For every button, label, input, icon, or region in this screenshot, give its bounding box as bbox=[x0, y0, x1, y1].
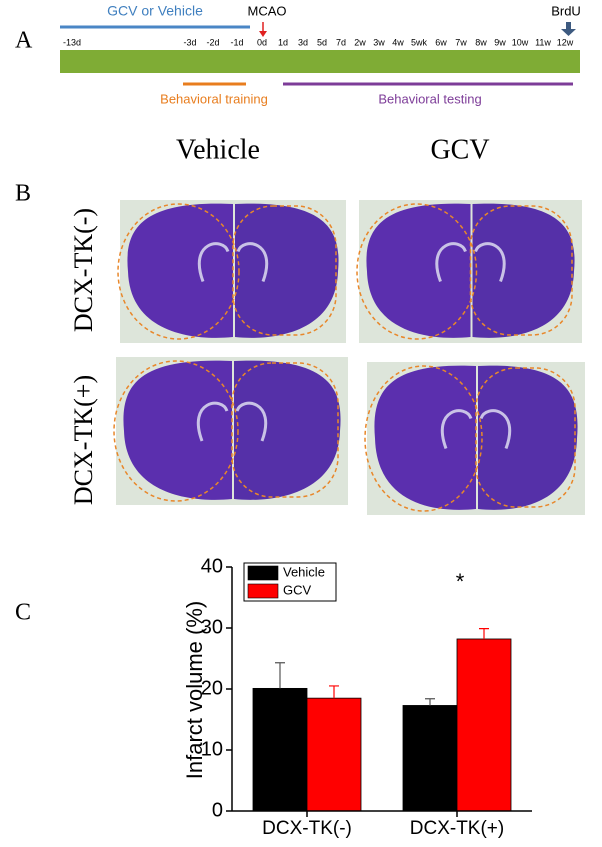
outline bbox=[364, 365, 483, 512]
y-tick-label: 20 bbox=[201, 677, 223, 699]
hemisphere bbox=[366, 203, 471, 338]
timepoint-label: 0d bbox=[257, 37, 267, 47]
ventricle bbox=[236, 242, 269, 283]
bar bbox=[402, 705, 458, 812]
row-label: DCX-TK(-) bbox=[69, 208, 98, 332]
panel-label: A bbox=[15, 28, 33, 54]
legend-label: GCV bbox=[283, 582, 312, 597]
ventricle bbox=[440, 409, 473, 450]
treatment-label: GCV or Vehicle bbox=[107, 3, 203, 19]
outline bbox=[231, 362, 339, 498]
marker-arrow-head bbox=[561, 29, 576, 36]
outline bbox=[117, 203, 240, 340]
hemisphere bbox=[374, 365, 476, 510]
timepoint-label: 12w bbox=[557, 37, 574, 47]
bar bbox=[252, 687, 308, 812]
timepoint-label: -3d bbox=[183, 37, 196, 47]
ventricle bbox=[474, 242, 506, 283]
column-label: Vehicle bbox=[176, 134, 260, 165]
timepoint-label: 2w bbox=[354, 37, 366, 47]
hemisphere bbox=[127, 203, 233, 338]
timepoint-label: 1d bbox=[278, 37, 288, 47]
timepoint-label: 11w bbox=[535, 37, 551, 47]
ventricle bbox=[479, 409, 512, 450]
timepoint-label: 3w bbox=[373, 37, 385, 47]
y-tick-label: 30 bbox=[201, 616, 223, 638]
timepoint-label: -2d bbox=[206, 37, 219, 47]
hemisphere bbox=[235, 203, 339, 338]
marker-label: BrdU bbox=[551, 3, 581, 18]
timepoint-label: 7d bbox=[336, 37, 346, 47]
testing-label: Behavioral testing bbox=[378, 91, 481, 106]
ventricle bbox=[196, 401, 229, 442]
ventricle bbox=[435, 242, 467, 283]
timepoint-label: 5wk bbox=[411, 37, 428, 47]
y-tick-label: 40 bbox=[201, 555, 223, 577]
timepoint-label: 8w bbox=[475, 37, 487, 47]
hemisphere bbox=[472, 203, 575, 338]
legend-swatch bbox=[247, 583, 279, 599]
timepoint-label: -13d bbox=[63, 37, 81, 47]
timepoint-label: 3d bbox=[298, 37, 308, 47]
y-tick-label: 10 bbox=[201, 738, 223, 760]
bar bbox=[456, 638, 512, 812]
error-bar bbox=[329, 685, 339, 699]
timepoint-label: 10w bbox=[512, 37, 529, 47]
ventricle bbox=[197, 242, 230, 283]
panel-label: B bbox=[15, 181, 31, 207]
outline bbox=[356, 203, 478, 340]
timepoint-label: 4w bbox=[392, 37, 404, 47]
hemisphere bbox=[478, 365, 578, 510]
x-tick-label: DCX-TK(+) bbox=[410, 818, 504, 839]
outline bbox=[469, 205, 573, 336]
panel-label: C bbox=[15, 600, 31, 626]
error-bar bbox=[275, 662, 285, 689]
training-label: Behavioral training bbox=[160, 91, 268, 106]
timepoint-label: 7w bbox=[455, 37, 467, 47]
timepoint-label: 5d bbox=[317, 37, 327, 47]
y-tick-label: 0 bbox=[212, 799, 223, 821]
ventricle bbox=[235, 401, 268, 442]
timepoint-label: -1d bbox=[230, 37, 243, 47]
timepoint-label: 6w bbox=[435, 37, 447, 47]
timeline-bar bbox=[60, 50, 580, 73]
event-label: MCAO bbox=[248, 3, 287, 18]
error-bar bbox=[479, 628, 489, 639]
legend-label: Vehicle bbox=[283, 564, 325, 579]
outline bbox=[113, 360, 239, 502]
annotation: * bbox=[456, 569, 465, 594]
bar bbox=[306, 697, 362, 812]
legend-swatch bbox=[247, 565, 279, 581]
x-tick-label: DCX-TK(-) bbox=[262, 818, 352, 839]
outline bbox=[475, 367, 576, 508]
hemisphere bbox=[123, 360, 232, 500]
y-axis-label: Infarct volume (%) bbox=[182, 601, 207, 780]
hemisphere bbox=[234, 360, 341, 500]
event-arrow-head bbox=[259, 31, 267, 37]
column-label: GCV bbox=[430, 134, 489, 165]
row-label: DCX-TK(+) bbox=[69, 375, 98, 505]
error-bar bbox=[425, 698, 435, 706]
timepoint-label: 9w bbox=[494, 37, 506, 47]
marker-arrow bbox=[566, 22, 571, 30]
